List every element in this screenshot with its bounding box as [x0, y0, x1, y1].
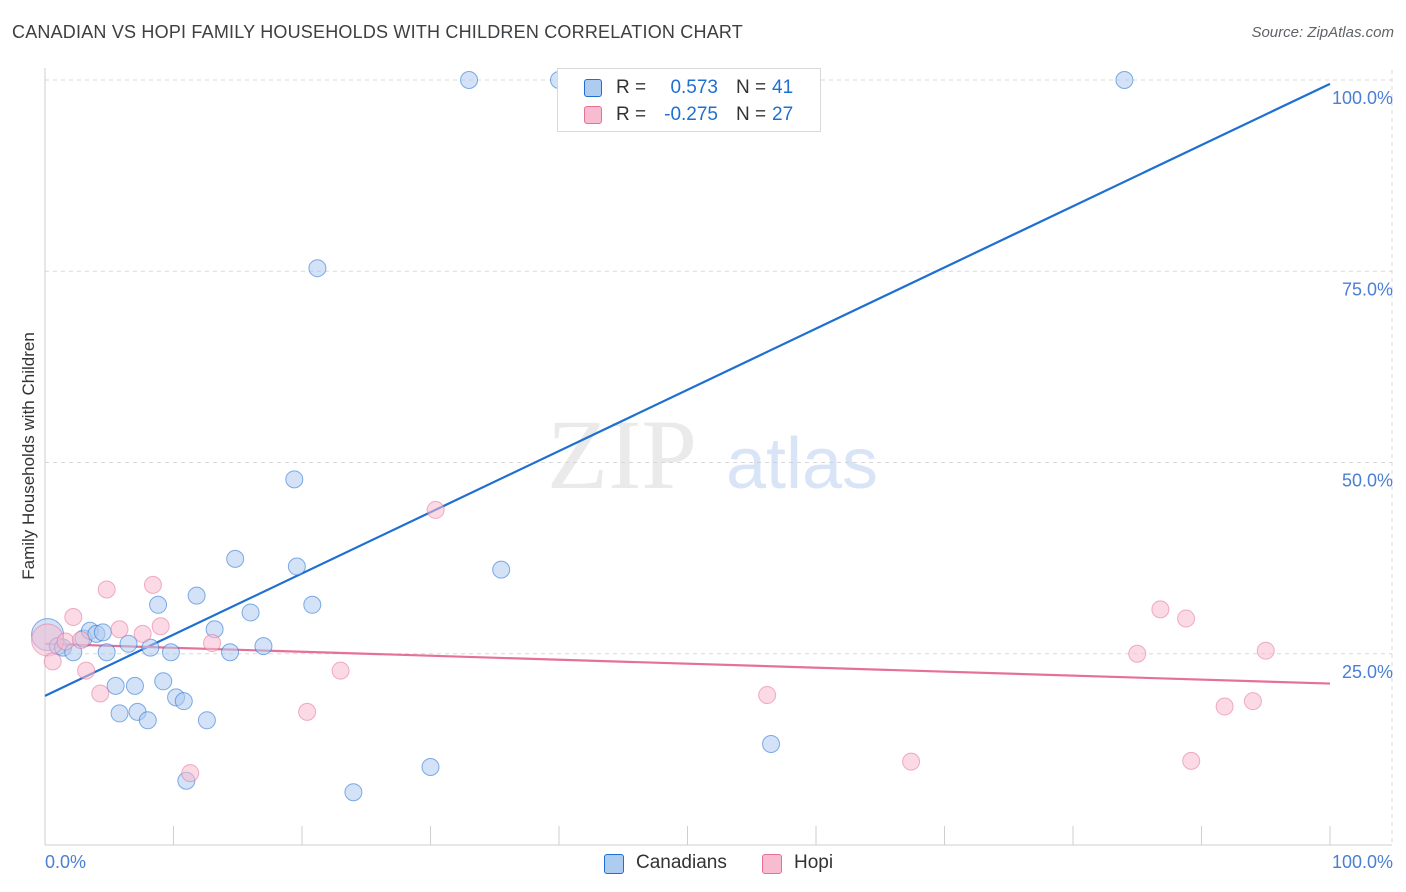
chart-title: CANADIAN VS HOPI FAMILY HOUSEHOLDS WITH … [12, 22, 743, 42]
point-canadians [149, 595, 168, 614]
legend-swatch-hopi [584, 106, 602, 124]
point-canadians [308, 259, 327, 278]
point-canadians [125, 676, 144, 695]
point-hopi [1243, 692, 1262, 711]
legend-row-hopi: R = -0.275 N = 27 [558, 102, 820, 128]
watermark-zip: ZIP [547, 399, 697, 510]
data-points [31, 71, 1275, 802]
legend-label-canadians: Canadians [636, 852, 727, 873]
point-hopi [97, 580, 116, 599]
point-hopi [1215, 697, 1234, 716]
point-hopi [1256, 641, 1275, 660]
point-hopi [181, 764, 200, 783]
legend-n-label: N = [736, 104, 767, 125]
point-hopi [758, 686, 777, 705]
axis-labels: 25.0% 50.0% 75.0% 100.0% 0.0% 100.0% Family Ho… [19, 88, 1393, 872]
point-hopi [203, 634, 222, 653]
point-canadians [197, 711, 216, 730]
point-canadians [762, 735, 781, 754]
point-hopi [143, 575, 162, 594]
point-hopi [133, 624, 152, 643]
trendlines [44, 82, 1331, 697]
y-tick-label: 25.0% [1342, 662, 1393, 682]
legend-row-canadians: R = 0.573 N = 41 [558, 75, 820, 101]
point-canadians [285, 470, 304, 489]
legend-n-value: 41 [772, 77, 794, 98]
point-canadians [110, 704, 129, 723]
legend-label-hopi: Hopi [794, 852, 834, 873]
watermark: ZIP atlas [547, 399, 878, 510]
y-axis-title: Family Households with Children [19, 332, 38, 580]
point-canadians [138, 711, 157, 730]
point-canadians [187, 586, 206, 605]
legend-r-value: 0.573 [670, 77, 718, 98]
point-hopi [1177, 609, 1196, 628]
correlation-legend: R = 0.573 N = 41 R = -0.275 N = 27 [557, 68, 821, 132]
point-canadians [1115, 71, 1134, 89]
y-tick-label: 75.0% [1342, 279, 1393, 299]
point-canadians [460, 71, 479, 89]
point-hopi [331, 661, 350, 680]
point-canadians [174, 692, 193, 711]
point-canadians [226, 549, 245, 568]
legend-swatch-hopi [762, 854, 782, 874]
legend-swatch-canadians [584, 79, 602, 97]
point-hopi [56, 632, 75, 651]
legend-n-label: N = [736, 77, 767, 98]
point-canadians [141, 638, 160, 657]
point-canadians [287, 557, 306, 576]
point-hopi [1182, 751, 1201, 770]
point-canadians [344, 783, 363, 802]
legend-r-label: R = [616, 77, 647, 98]
point-canadians [421, 757, 440, 776]
point-canadians [106, 676, 125, 695]
point-hopi [77, 661, 96, 680]
point-canadians [241, 603, 260, 622]
point-canadians [221, 643, 240, 662]
legend-r-label: R = [616, 104, 647, 125]
grid-layer [45, 70, 1393, 845]
legend-r-value: -0.275 [664, 104, 718, 125]
point-hopi [110, 620, 129, 639]
point-canadians [97, 643, 116, 662]
x-tick-label: 0.0% [45, 852, 86, 872]
point-hopi [298, 702, 317, 721]
point-hopi [43, 652, 62, 671]
x-tick-label: 100.0% [1332, 852, 1393, 872]
point-hopi [426, 500, 445, 519]
point-hopi [902, 752, 921, 771]
point-hopi [1128, 644, 1147, 663]
point-hopi [64, 608, 83, 627]
point-canadians [492, 560, 511, 579]
point-canadians [161, 643, 180, 662]
point-hopi [71, 630, 90, 649]
legend-swatch-canadians [604, 854, 624, 874]
point-hopi [91, 684, 110, 703]
y-tick-label: 50.0% [1342, 471, 1393, 491]
series-legend: Canadians Hopi [0, 852, 1406, 878]
point-hopi [1151, 600, 1170, 619]
point-canadians [119, 634, 138, 653]
point-hopi [151, 617, 170, 636]
point-canadians [254, 637, 273, 656]
legend-n-value: 27 [772, 104, 794, 125]
point-canadians [93, 623, 112, 642]
y-tick-label: 100.0% [1332, 88, 1393, 108]
source-credit: Source: ZipAtlas.com [1251, 24, 1394, 41]
trendline-canadians [44, 82, 1331, 697]
axis-layer [44, 68, 1392, 846]
point-canadians [303, 595, 322, 614]
watermark-atlas: atlas [726, 424, 878, 504]
point-canadians [154, 672, 173, 691]
